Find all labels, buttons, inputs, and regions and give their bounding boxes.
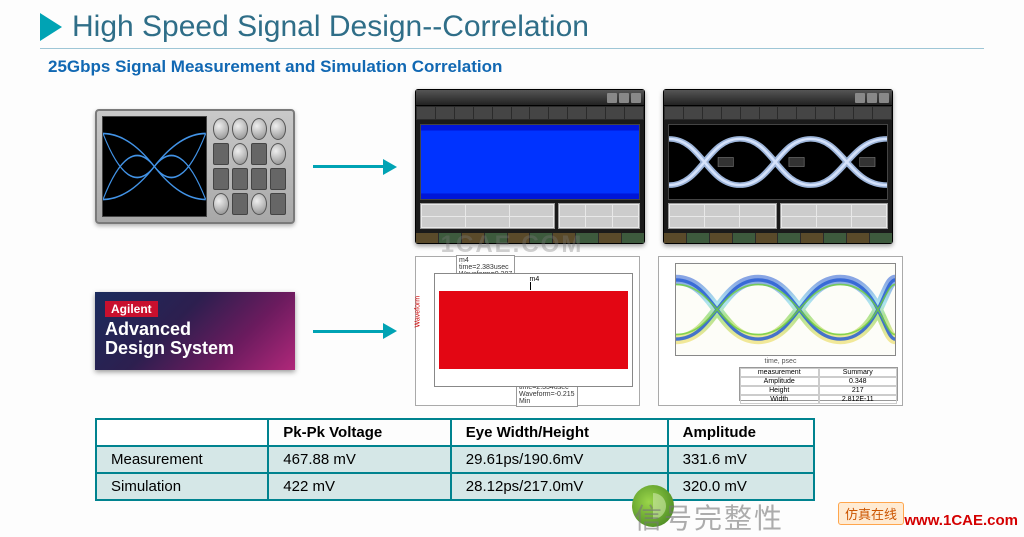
dsa-eye-diagram [668,124,888,200]
page-title: High Speed Signal Design--Correlation [72,10,589,44]
ads-brand: Agilent [105,301,158,317]
table-row: Measurement 467.88 mV 29.61ps/190.6mV 33… [96,446,814,473]
title-underline [40,48,984,49]
ads-waveform-plot: m4 time=2.383usec Waveform=0.207 Max m3 … [415,256,640,406]
table-header [96,419,268,446]
scope-screen [102,116,207,217]
ads-line2: Design System [105,339,285,358]
ads-line1: Advanced [105,320,285,339]
simulation-row: Agilent Advanced Design System m4 time=2… [40,256,984,406]
arrow-icon [313,323,397,339]
ads-marker-mid: m4 [530,276,540,283]
subtitle: 25Gbps Signal Measurement and Simulation… [48,57,984,77]
title-row: High Speed Signal Design--Correlation [40,10,984,44]
ads-eye-svg [676,264,895,355]
dsa-waveform-window [415,89,645,244]
ads-eye-plot: time, psec measurementSummary Amplitude0… [658,256,903,406]
measurement-row [40,89,984,244]
scope-controls [211,116,288,217]
ads-eye-xlabel: time, psec [659,358,902,365]
table-header: Amplitude [668,419,814,446]
comparison-table: Pk-Pk Voltage Eye Width/Height Amplitude… [95,418,815,501]
dsa-eye-window [663,89,893,244]
ads-logo: Agilent Advanced Design System [95,292,295,370]
watermark-badge: 仿真在线 [838,502,904,525]
table-header: Eye Width/Height [451,419,668,446]
title-bullet-icon [40,13,62,41]
table-row: Simulation 422 mV 28.12ps/217.0mV 320.0 … [96,473,814,500]
dsa-blue-waveform [420,124,640,200]
watermark-url: www.1CAE.com [904,512,1018,529]
oscilloscope-photo [95,109,295,224]
arrow-icon [313,159,397,175]
ads-eye-summary-table: measurementSummary Amplitude0.348 Height… [739,367,898,401]
table-header-row: Pk-Pk Voltage Eye Width/Height Amplitude [96,419,814,446]
watermark-gray-text: 信号完整性 [634,497,784,537]
table-header: Pk-Pk Voltage [268,419,451,446]
scope-eye-icon [103,117,206,216]
slide: High Speed Signal Design--Correlation 25… [0,0,1024,533]
